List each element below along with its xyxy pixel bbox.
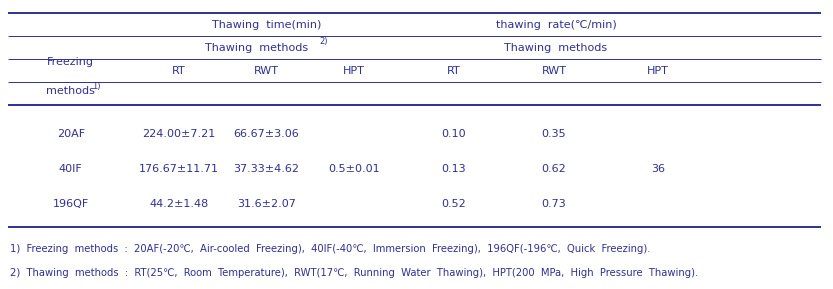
Text: 2): 2) xyxy=(319,37,327,46)
Text: RT: RT xyxy=(447,66,461,76)
Text: 36: 36 xyxy=(651,164,665,174)
Text: thawing  rate(℃/min): thawing rate(℃/min) xyxy=(496,20,616,29)
Text: 224.00±7.21: 224.00±7.21 xyxy=(142,129,216,139)
Text: 1)  Freezing  methods  :  20AF(-20℃,  Air-cooled  Freezing),  40IF(-40℃,  Immers: 1) Freezing methods : 20AF(-20℃, Air-coo… xyxy=(10,244,651,253)
Text: RWT: RWT xyxy=(254,66,279,76)
Text: Thawing  methods: Thawing methods xyxy=(205,43,308,53)
Text: 44.2±1.48: 44.2±1.48 xyxy=(149,199,209,209)
Text: methods: methods xyxy=(47,86,95,96)
Text: 0.52: 0.52 xyxy=(441,199,466,209)
Text: 37.33±4.62: 37.33±4.62 xyxy=(233,164,300,174)
Text: 31.6±2.07: 31.6±2.07 xyxy=(237,199,296,209)
Text: Freezing: Freezing xyxy=(47,57,94,67)
Text: 0.73: 0.73 xyxy=(541,199,566,209)
Text: 0.62: 0.62 xyxy=(541,164,566,174)
Text: 2)  Thawing  methods  :  RT(25℃,  Room  Temperature),  RWT(17℃,  Running  Water : 2) Thawing methods : RT(25℃, Room Temper… xyxy=(10,268,698,278)
Text: 0.10: 0.10 xyxy=(441,129,466,139)
Text: 40IF: 40IF xyxy=(59,164,82,174)
Text: HPT: HPT xyxy=(343,66,365,76)
Text: Thawing  time(min): Thawing time(min) xyxy=(212,20,322,29)
Text: Thawing  methods: Thawing methods xyxy=(505,43,607,53)
Text: 196QF: 196QF xyxy=(52,199,89,209)
Text: RWT: RWT xyxy=(541,66,566,76)
Text: 20AF: 20AF xyxy=(57,129,85,139)
Text: 1): 1) xyxy=(92,82,100,91)
Text: 176.67±11.71: 176.67±11.71 xyxy=(139,164,219,174)
Text: RT: RT xyxy=(172,66,186,76)
Text: 66.67±3.06: 66.67±3.06 xyxy=(234,129,299,139)
Text: 0.13: 0.13 xyxy=(441,164,466,174)
Text: 0.5±0.01: 0.5±0.01 xyxy=(328,164,380,174)
Text: 0.35: 0.35 xyxy=(541,129,566,139)
Text: HPT: HPT xyxy=(647,66,669,76)
